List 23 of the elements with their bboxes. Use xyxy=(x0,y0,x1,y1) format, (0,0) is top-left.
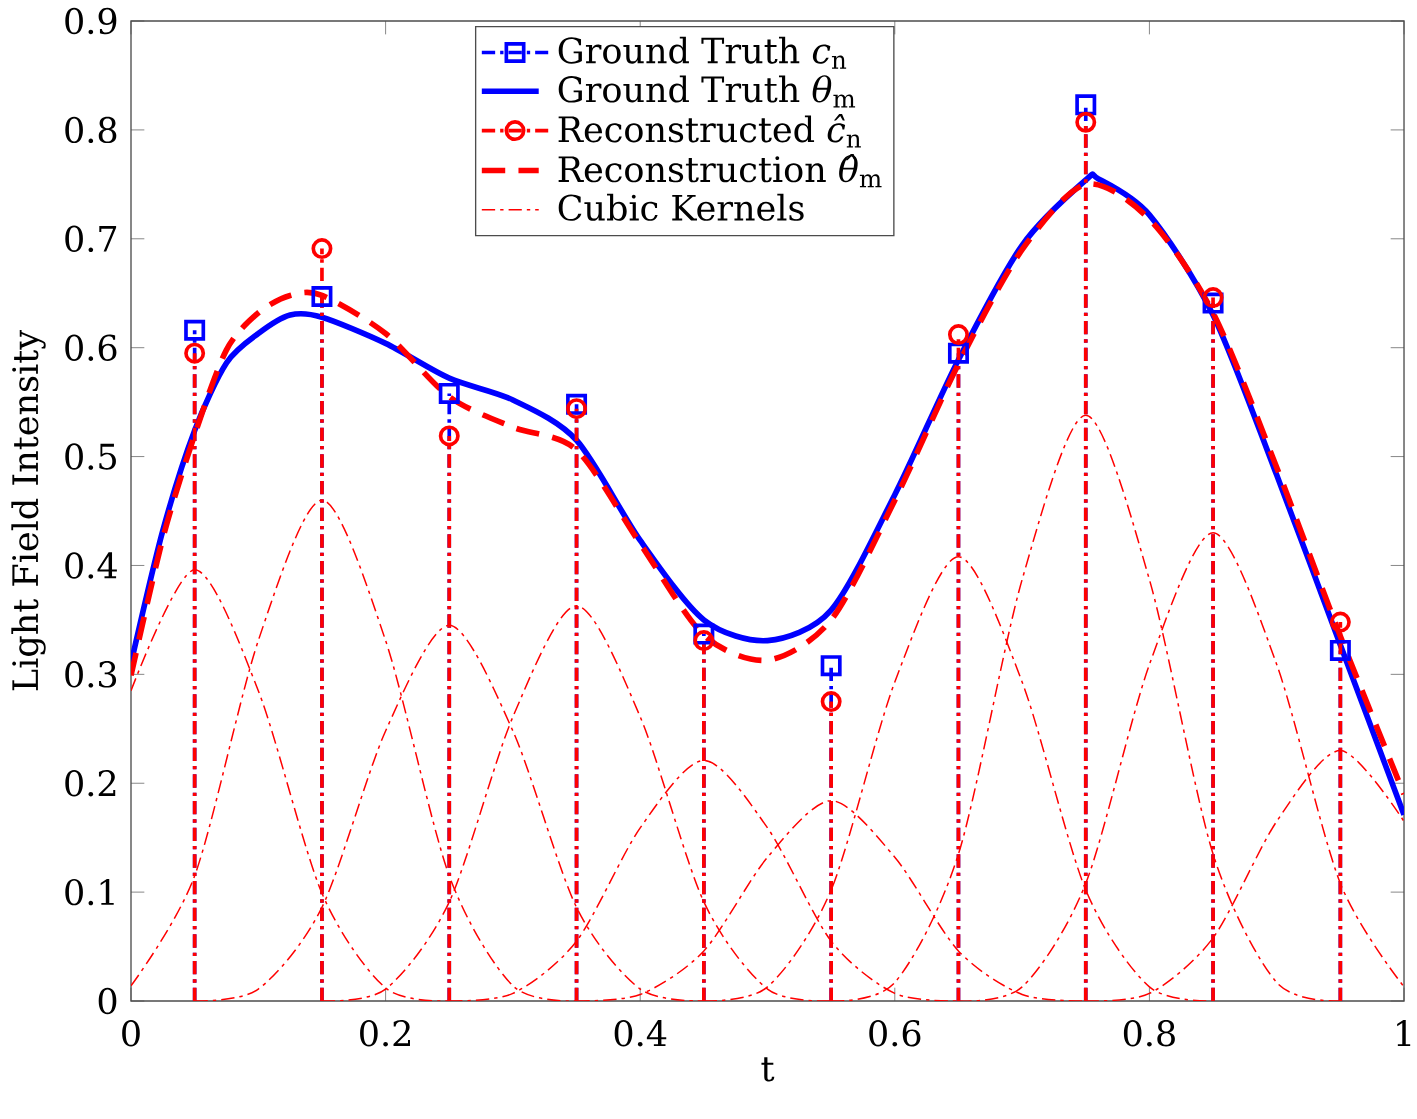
legend-label: Reconstruction θ̂$_{m}$ xyxy=(558,153,882,188)
x-tick-label: 1 xyxy=(1397,1020,1411,1046)
y-tick-label: 0.5 xyxy=(65,443,116,470)
legend-label: Cubic Kernels xyxy=(558,193,804,221)
x-tick-label: 0.6 xyxy=(869,1020,921,1047)
y-tick-label: 0.1 xyxy=(65,878,114,906)
legend-label: Reconstructed ĉ$_{n}$ xyxy=(558,114,861,148)
y-tick-label: 0.9 xyxy=(65,7,117,35)
x-tick-label: 0.8 xyxy=(1123,1020,1175,1047)
y-tick-label: 0.7 xyxy=(65,225,117,253)
y-tick-label: 0.6 xyxy=(65,334,117,361)
y-axis-title: Light Field Intensity xyxy=(11,330,46,691)
y-tick-label: 0 xyxy=(98,987,117,1015)
y-tick-label: 0.2 xyxy=(65,770,116,797)
y-tick-label: 0.3 xyxy=(65,661,117,688)
y-tick-label: 0.8 xyxy=(65,116,117,144)
x-axis-title: t xyxy=(761,1057,775,1082)
x-tick-label: 0.2 xyxy=(360,1020,410,1047)
y-tick-label: 0.4 xyxy=(65,552,117,579)
legend-label: Ground Truth θ$_{m}$ xyxy=(558,75,856,108)
legend-label: Ground Truth c$_{n}$ xyxy=(558,36,847,69)
x-tick-label: 0 xyxy=(122,1020,140,1047)
x-tick-label: 0.4 xyxy=(614,1020,667,1047)
